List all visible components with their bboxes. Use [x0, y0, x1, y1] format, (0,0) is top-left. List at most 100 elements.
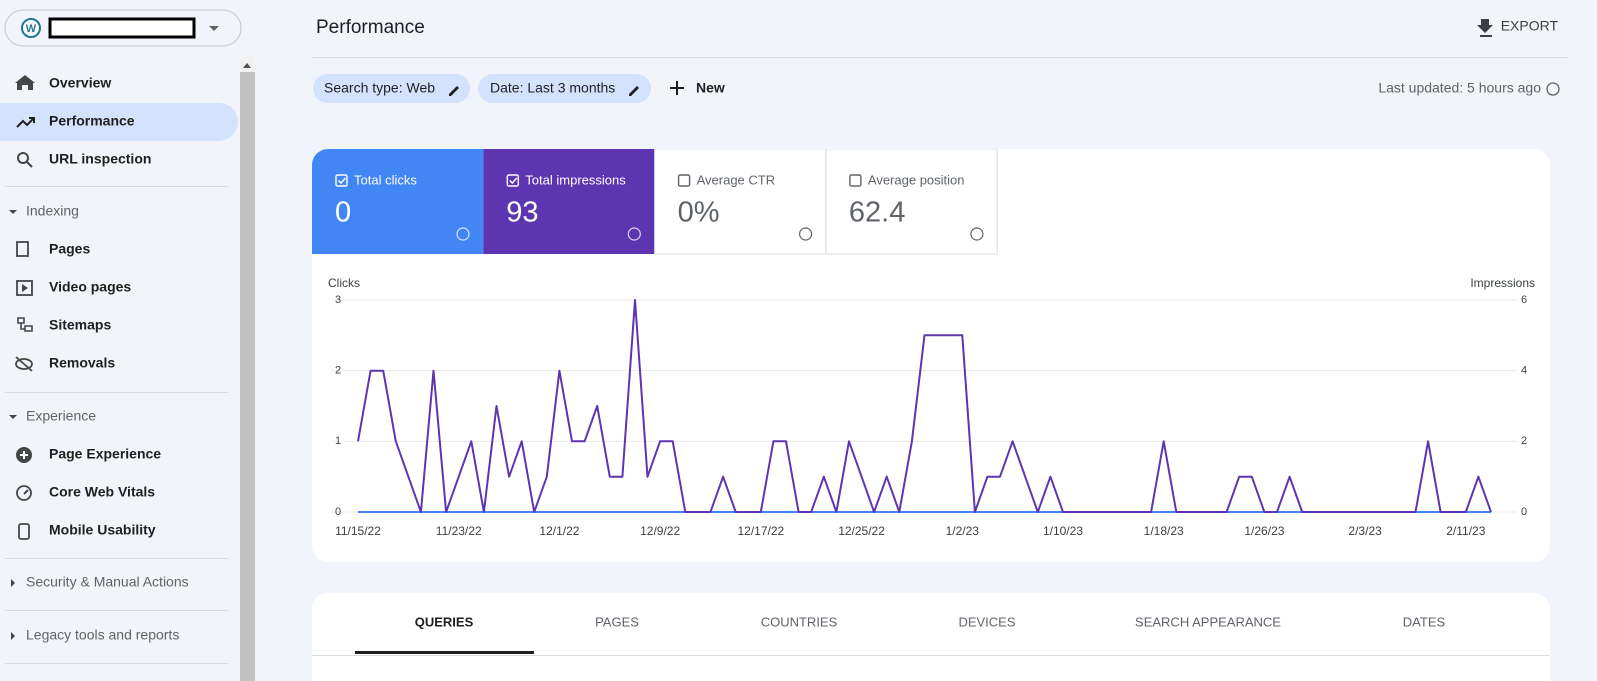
metric-label: Average position: [868, 172, 965, 187]
removals-icon-slash: [15, 356, 33, 372]
nav-item[interactable]: Overview: [49, 75, 111, 91]
series-line: [357, 299, 1492, 513]
x-tick-label: 12/9/22: [640, 524, 680, 538]
y-tick-label: 2: [335, 365, 341, 377]
home-icon: [15, 75, 35, 90]
metric-tile[interactable]: [312, 149, 484, 254]
tab[interactable]: DATES: [1403, 614, 1446, 629]
help-icon[interactable]: [1546, 82, 1560, 96]
tab[interactable]: SEARCH APPEARANCE: [1135, 614, 1281, 629]
x-tick-label: 12/25/22: [838, 524, 885, 538]
x-tick-label: 2/3/23: [1348, 524, 1382, 538]
nav-item[interactable]: Sitemaps: [49, 317, 111, 333]
metric-tile[interactable]: [825, 149, 998, 255]
nav-section[interactable]: Legacy tools and reports: [26, 627, 179, 643]
collapse-arrow: [11, 632, 15, 640]
nav-section[interactable]: Security & Manual Actions: [26, 574, 189, 590]
sitemap-icon: [17, 317, 33, 332]
performance-chart: Clicks Impressions 0 1 2 3 0 2 4 6 11/15/22 11/23/2…: [328, 276, 1535, 538]
last-updated: Last updated: 5 hours ago: [1378, 80, 1541, 96]
pages-icon: [16, 241, 29, 257]
redacted-property: [48, 17, 196, 39]
y2-axis-label: Impressions: [1470, 276, 1535, 290]
active-nav-bg-edge: [0, 103, 20, 141]
metric-label: Total impressions: [525, 172, 626, 187]
metric-checkbox: [335, 174, 348, 187]
wordpress-glyph: W: [26, 23, 37, 35]
plus-icon: [670, 81, 684, 95]
help-icon[interactable]: [627, 227, 641, 241]
metric-checkbox: [677, 174, 691, 187]
export-button[interactable]: EXPORT: [1501, 18, 1559, 34]
tabs-card: [312, 593, 1550, 681]
y2-tick-label: 0: [1521, 506, 1527, 518]
x-tick-label: 12/17/22: [737, 524, 784, 538]
search-icon: [17, 152, 29, 164]
y2-tick-label: 2: [1521, 435, 1527, 447]
x-tick-label: 1/2/23: [946, 524, 980, 538]
tab[interactable]: PAGES: [595, 614, 639, 629]
filter-chip-label: Date: Last 3 months: [490, 80, 615, 96]
metric-checkbox: [506, 174, 519, 187]
wordpress-icon: [21, 18, 41, 38]
edit-icon: [629, 86, 639, 96]
expand-arrow: [9, 415, 17, 419]
tab[interactable]: DEVICES: [958, 614, 1015, 629]
page-experience-plus: [20, 451, 28, 459]
x-tick-label: 2/11/23: [1446, 524, 1485, 538]
tab[interactable]: QUERIES: [415, 614, 474, 629]
help-icon[interactable]: [798, 227, 813, 241]
download-icon: [1477, 19, 1493, 37]
y-axis-label: Clicks: [328, 276, 360, 290]
nav-item[interactable]: URL inspection: [49, 151, 151, 167]
expand-arrow: [9, 210, 17, 214]
y2-tick-label: 4: [1521, 365, 1527, 377]
nav-item[interactable]: Page Experience: [49, 446, 161, 462]
nav-item[interactable]: Removals: [49, 355, 115, 371]
nav-section[interactable]: Experience: [26, 408, 96, 424]
metric-value: 0: [335, 197, 351, 229]
x-tick-label: 11/23/22: [436, 524, 482, 538]
metric-value: 0%: [678, 197, 720, 229]
nav-item[interactable]: Core Web Vitals: [49, 484, 155, 500]
nav-item[interactable]: Pages: [49, 241, 90, 257]
edit-icon: [449, 86, 459, 96]
x-tick-label: 1/18/23: [1144, 524, 1184, 538]
nav-section[interactable]: Indexing: [26, 203, 79, 219]
x-tick-label: 1/10/23: [1043, 524, 1083, 538]
y2-tick-label: 6: [1521, 294, 1527, 306]
metric-tile[interactable]: [654, 149, 827, 255]
tab[interactable]: COUNTRIES: [761, 614, 838, 629]
mobile-icon: [18, 523, 30, 540]
collapse-arrow: [11, 579, 15, 587]
x-tick-label: 12/1/22: [539, 524, 579, 538]
nav-item[interactable]: Video pages: [49, 279, 131, 295]
filter-chip[interactable]: [313, 74, 470, 103]
gauge-icon: [16, 485, 32, 501]
scroll-up[interactable]: [243, 63, 251, 68]
video-icon-play: [22, 284, 28, 292]
removals-icon: [15, 358, 33, 370]
metric-value: 93: [506, 197, 538, 229]
x-tick-label: 1/26/23: [1244, 524, 1284, 538]
filter-chip[interactable]: [478, 74, 651, 103]
tabs: QUERIES PAGES COUNTRIES DEVICES SEARCH APPEA…: [415, 614, 1446, 629]
video-icon: [16, 280, 33, 296]
y-tick-label: 3: [335, 294, 341, 306]
new-filter-button[interactable]: New: [696, 80, 725, 96]
active-nav-bg: [0, 103, 238, 141]
help-icon[interactable]: [456, 227, 470, 241]
gauge-needle: [23, 489, 29, 495]
metric-label: Total clicks: [354, 172, 417, 187]
help-icon[interactable]: [970, 227, 984, 241]
active-tab-indicator: [355, 651, 534, 654]
nav-item[interactable]: Mobile Usability: [49, 522, 156, 538]
page-title: Performance: [316, 17, 425, 38]
filter-chip-label: Search type: Web: [324, 80, 435, 96]
y-tick-label: 0: [335, 506, 341, 518]
nav-item[interactable]: Performance: [49, 113, 135, 129]
metric-checkbox: [849, 174, 862, 187]
scrollbar-thumb[interactable]: [240, 72, 255, 681]
metric-tile[interactable]: [483, 149, 655, 254]
